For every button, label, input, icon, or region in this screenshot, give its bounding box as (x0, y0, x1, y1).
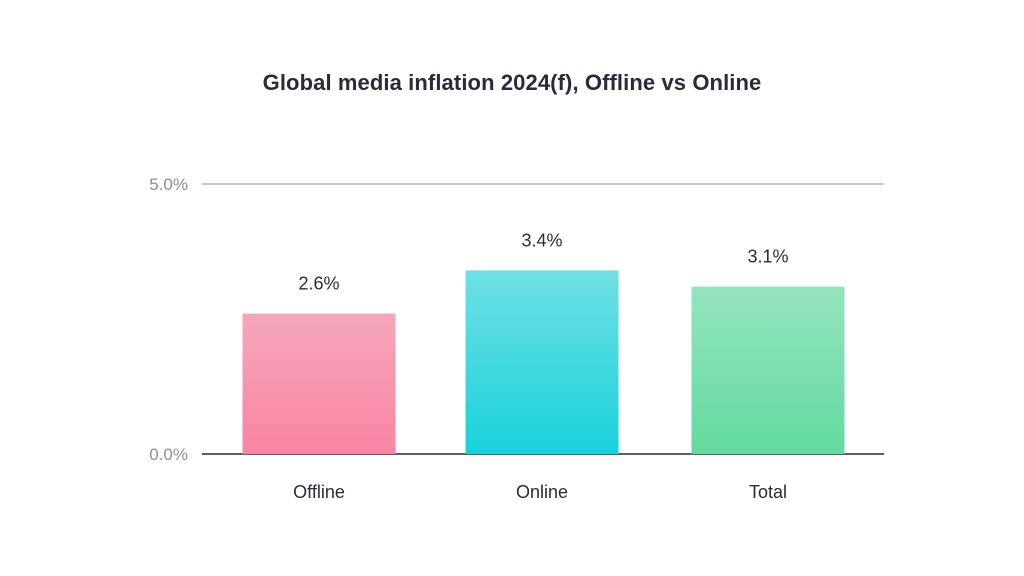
label-layer: 0.0% 5.0% 2.6% Offline 3.4% Online 3.1% Total (149, 175, 788, 502)
category-label-online: Online (516, 482, 568, 502)
data-label-online: 3.4% (521, 230, 562, 250)
data-label-offline: 2.6% (298, 274, 339, 294)
y-tick-label: 5.0% (149, 175, 188, 194)
y-tick-label: 0.0% (149, 445, 188, 464)
chart-title: Global media inflation 2024(f), Offline … (262, 70, 762, 95)
bar-online (465, 270, 619, 454)
bar-offline (242, 313, 396, 454)
bar-total (691, 286, 845, 454)
data-label-total: 3.1% (747, 247, 788, 267)
bar-layer (242, 270, 845, 454)
category-label-total: Total (749, 482, 787, 502)
category-label-offline: Offline (293, 482, 345, 502)
